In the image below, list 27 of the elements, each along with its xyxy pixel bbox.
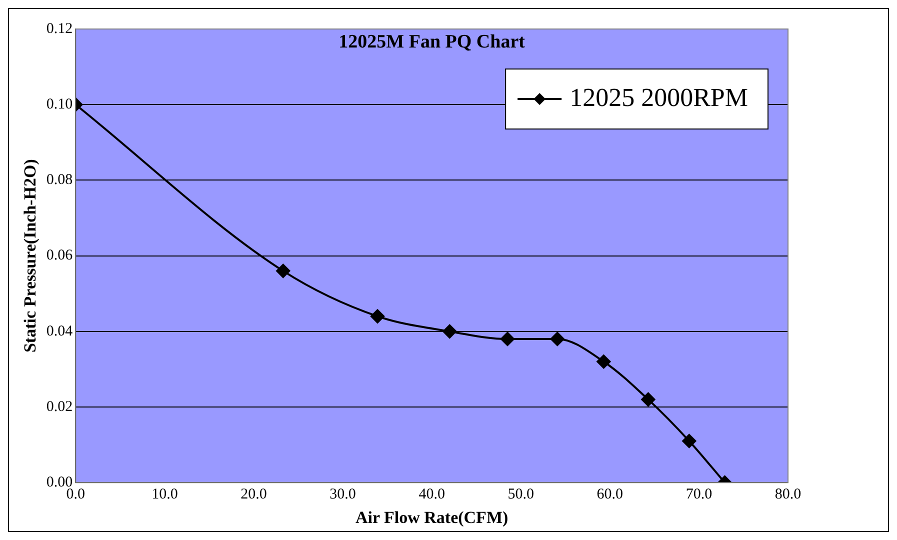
y-tick-label: 0.06: [46, 248, 74, 264]
chart-title: 12025M Fan PQ Chart: [338, 31, 526, 52]
y-tick-label: 0.12: [46, 20, 73, 37]
x-axis-title: Air Flow Rate(CFM): [356, 508, 508, 528]
y-tick-label: 0.04: [46, 323, 74, 340]
y-tick-label: 0.10: [46, 96, 73, 113]
y-tick-label: 0.02: [46, 398, 73, 415]
point: [370, 309, 385, 324]
point: [596, 354, 611, 369]
point: [500, 332, 515, 346]
x-tick-label: 50.0: [508, 486, 534, 503]
y-tick-label: 0.08: [46, 172, 73, 188]
x-tick-label: 40.0: [418, 486, 445, 503]
point: [641, 392, 656, 406]
x-tick-label: 70.0: [686, 486, 712, 503]
x-tick-label: 30.0: [330, 486, 356, 503]
point: [682, 434, 696, 448]
y-axis-title: Static Pressure(Inch-H2O): [20, 159, 40, 353]
x-tick-label: 10.0: [152, 486, 178, 503]
point: [442, 324, 457, 338]
legend-label: 12025 2000RPM: [570, 82, 748, 112]
point: [550, 332, 564, 346]
x-tick-label: 20.0: [240, 486, 267, 503]
x-tick-label: 0.0: [66, 486, 86, 503]
x-tick-label: 60.0: [596, 486, 624, 503]
x-tick-label: 80.0: [774, 486, 802, 503]
point: [276, 264, 290, 278]
